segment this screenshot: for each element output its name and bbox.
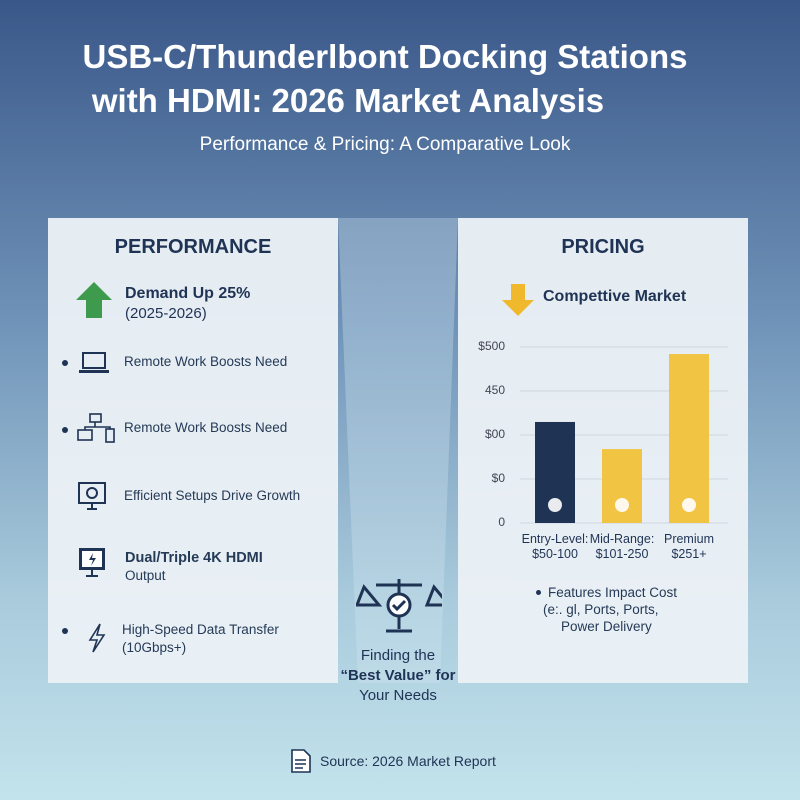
- x-tick-label: Mid-Range: $101-250: [589, 532, 655, 561]
- y-tick-label: $500: [478, 339, 505, 353]
- item-text: Remote Work Boosts Need: [124, 420, 288, 435]
- center-text: Your Needs: [359, 687, 437, 704]
- up-arrow: [76, 282, 112, 318]
- note: Power Delivery: [561, 619, 652, 634]
- bolt-icon: [88, 623, 106, 653]
- x-tick-label: Premium $251+: [663, 532, 714, 561]
- display-icon: [79, 548, 105, 577]
- item-text: Remote Work Boosts Need: [124, 354, 288, 369]
- y-tick-label: 450: [485, 383, 505, 397]
- item-subtext: (10Gbps+): [122, 640, 187, 655]
- title-line: USB-C/Thunderlbont Docking Stations: [82, 38, 688, 75]
- source: Source: 2026 Market Report: [320, 753, 496, 769]
- y-tick-label: $0: [492, 471, 506, 485]
- bar: [669, 354, 709, 523]
- network-icon: [77, 413, 115, 443]
- laptop-icon: [79, 352, 109, 373]
- highlight-title: Compettive Market: [543, 288, 687, 305]
- center-text: Finding the: [360, 647, 436, 664]
- note: (e:. gl, Ports, Ports,: [543, 602, 659, 617]
- item-subtext: Output: [125, 568, 166, 583]
- x-tick-label: Entry-Level: $50-100: [521, 532, 589, 561]
- bullet: [62, 427, 68, 433]
- item-text: Dual/Triple 4K HDMI: [125, 550, 263, 566]
- highlight-subtitle: (2025-2026): [125, 305, 207, 322]
- note: Features Impact Cost: [548, 585, 678, 600]
- document-icon: [291, 749, 311, 773]
- item-text: High-Speed Data Transfer: [122, 622, 279, 637]
- heading: PERFORMANCE: [114, 236, 272, 258]
- heading: PRICING: [561, 236, 645, 258]
- dollar-icon: [548, 498, 562, 512]
- y-tick-label: 0: [498, 515, 505, 529]
- item-text: Efficient Setups Drive Growth: [124, 488, 301, 503]
- subtitle: Performance & Pricing: A Comparative Loo…: [199, 134, 571, 155]
- down-arrow: [502, 284, 534, 316]
- y-tick-label: $00: [485, 427, 505, 441]
- dollar-icon: [615, 498, 629, 512]
- title-line: with HDMI: 2026 Market Analysis: [91, 82, 605, 119]
- bullet: [62, 628, 68, 634]
- dollar-icon: [682, 498, 696, 512]
- center-text: “Best Value” for: [340, 667, 456, 684]
- bullet: [62, 360, 68, 366]
- monitor-icon: [78, 482, 106, 510]
- bullet: [536, 590, 541, 595]
- scale-icon: [356, 579, 442, 633]
- highlight-title: Demand Up 25%: [125, 285, 251, 302]
